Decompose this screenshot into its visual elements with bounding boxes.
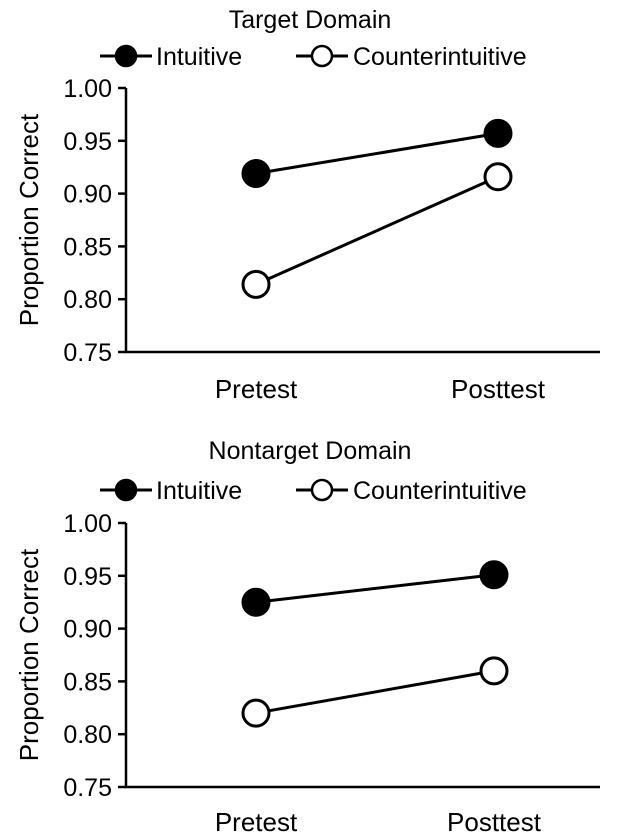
legend-label-2: Counterintuitive (353, 43, 527, 71)
legend-marker-2 (310, 478, 334, 502)
y-tick-label: 0.95 (63, 563, 112, 591)
legend-label-2: Counterintuitive (353, 477, 527, 505)
chart-title: Target Domain (229, 6, 392, 34)
series-line-1 (255, 131, 499, 176)
chart-title: Nontarget Domain (209, 437, 412, 465)
y-tick-label: 0.80 (63, 286, 112, 314)
series-line-2 (255, 669, 495, 715)
chart-panel-2: Nontarget Domain Intuitive Counterintuitiv… (14, 437, 600, 834)
y-axis-label: Proportion Correct (14, 548, 44, 761)
x-tick-label: Posttest (447, 807, 542, 834)
data-point-1-2 (479, 560, 509, 590)
legend-marker-2 (310, 44, 334, 68)
x-tick-label: Pretest (215, 374, 298, 404)
data-point-2-2 (483, 162, 513, 192)
data-point-2-2 (479, 656, 509, 686)
data-point-2-1 (241, 269, 271, 299)
y-tick-label: 1.00 (63, 510, 112, 538)
series-line-1 (255, 573, 495, 604)
chart-panel-1: Target Domain Intuitive Counterintuitive 0.… (14, 6, 600, 404)
series-line-2 (255, 175, 499, 286)
y-axis-label: Proportion Correct (14, 113, 44, 326)
y-tick-label: 0.85 (63, 233, 112, 261)
data-point-1-2 (483, 118, 513, 148)
legend-marker-1 (114, 478, 138, 502)
axes (124, 523, 600, 789)
data-point-1-1 (241, 159, 271, 189)
y-tick-label: 0.95 (63, 128, 112, 156)
data-point-2-1 (241, 698, 271, 728)
x-tick-label: Posttest (451, 374, 546, 404)
y-tick-label: 1.00 (63, 75, 112, 103)
legend-marker-1 (114, 44, 138, 68)
x-tick-label: Pretest (215, 807, 298, 834)
y-tick-label: 0.75 (63, 774, 112, 802)
y-tick-label: 0.85 (63, 668, 112, 696)
legend-label-1: Intuitive (156, 477, 242, 505)
y-tick-label: 0.75 (63, 339, 112, 367)
y-tick-label: 0.90 (63, 616, 112, 644)
axes (124, 88, 600, 354)
y-tick-label: 0.90 (63, 181, 112, 209)
legend-label-1: Intuitive (156, 43, 242, 71)
y-tick-label: 0.80 (63, 721, 112, 749)
data-point-1-1 (241, 587, 271, 617)
